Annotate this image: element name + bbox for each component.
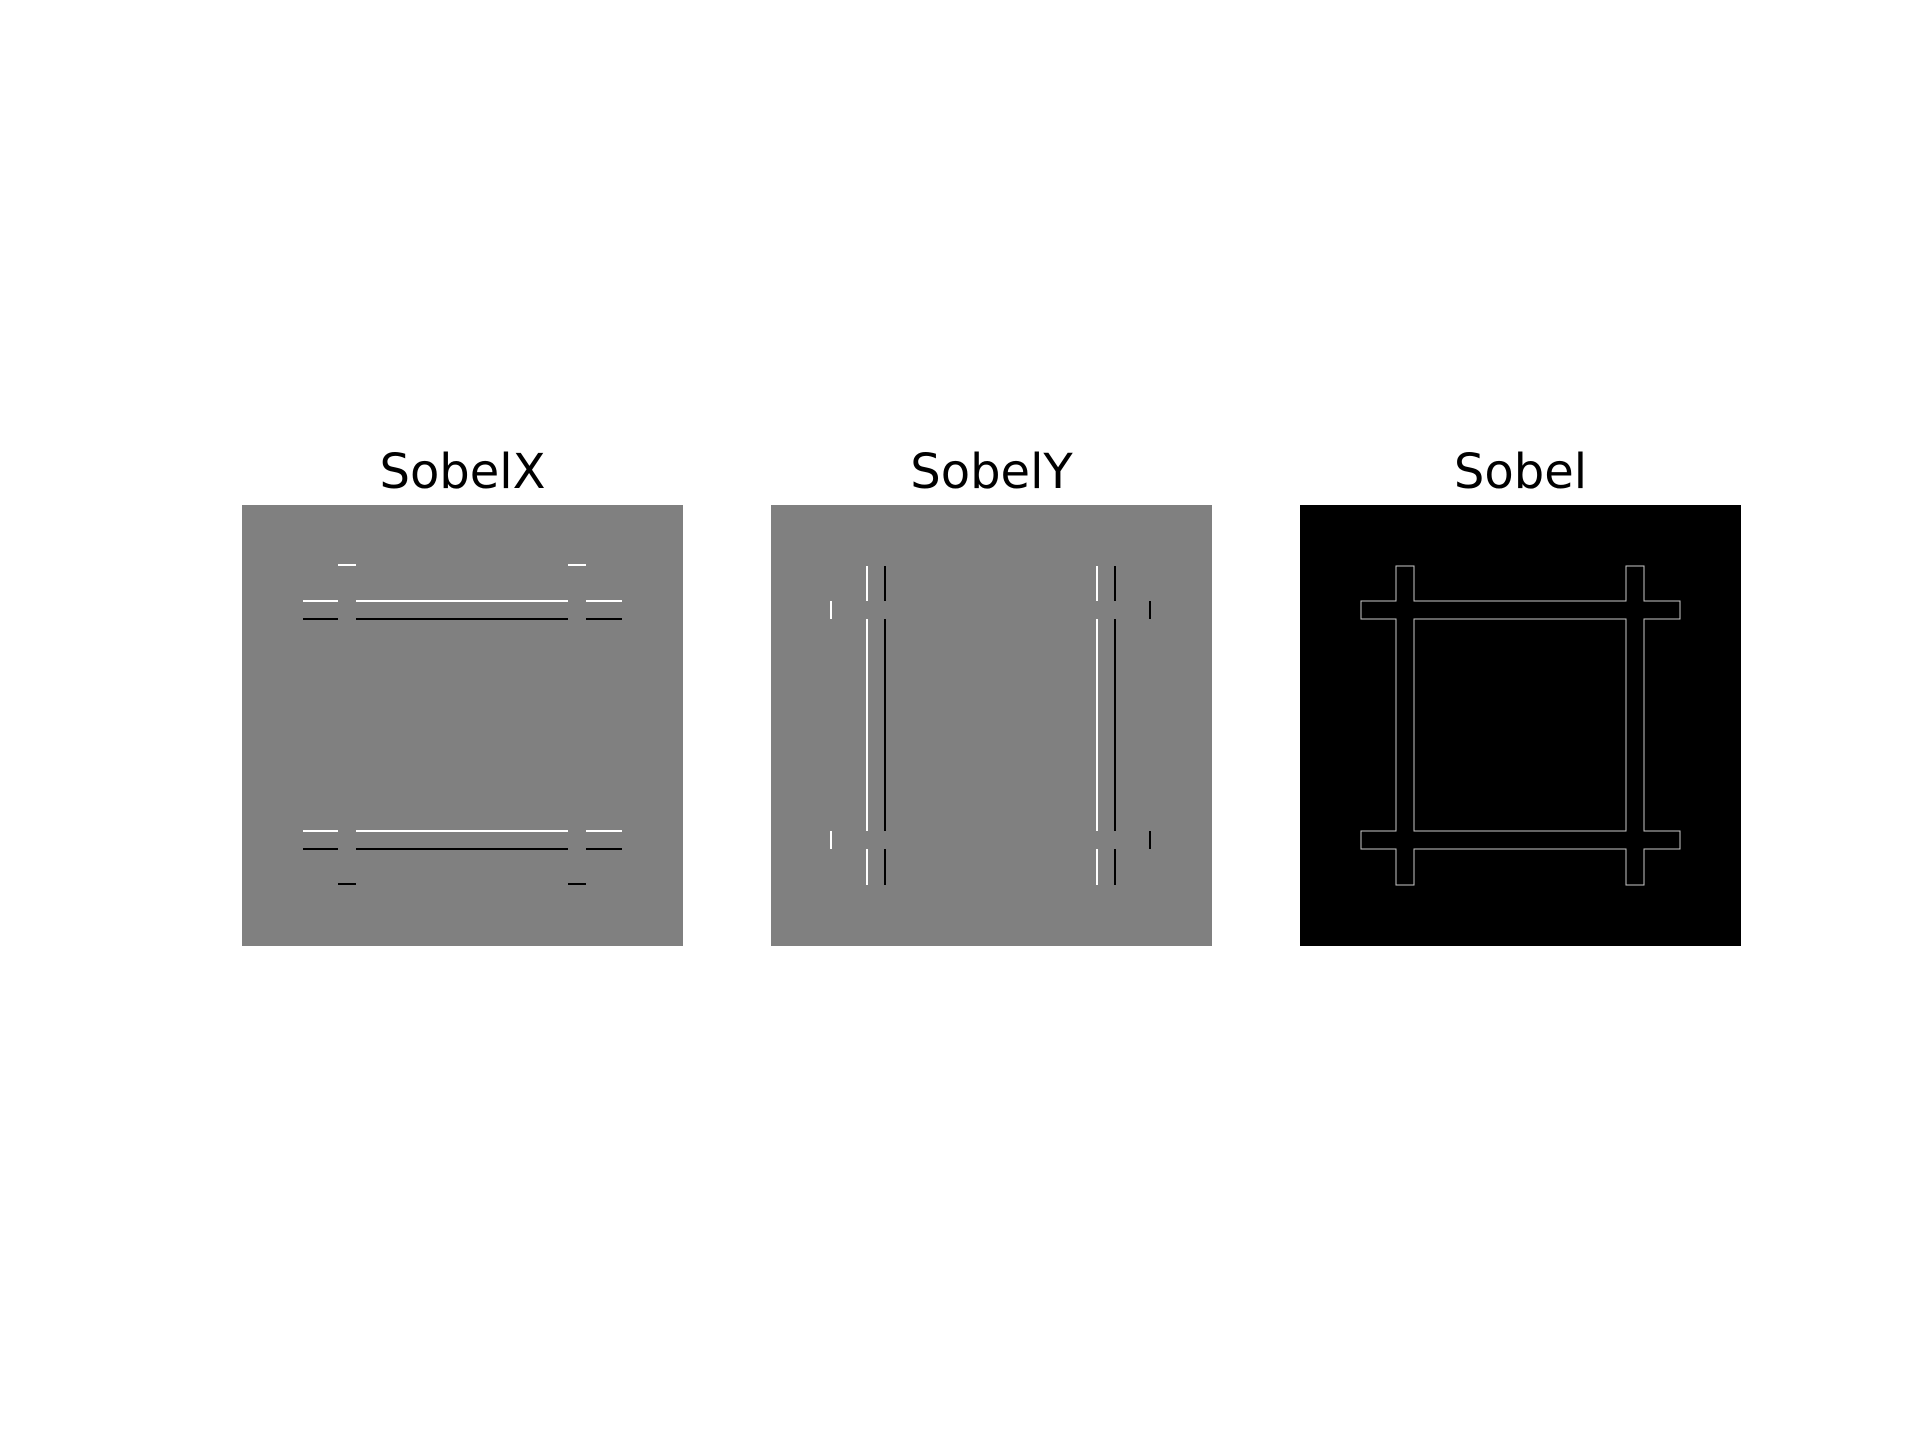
image-background <box>1300 505 1741 946</box>
image-background <box>771 505 1212 946</box>
sobel-image <box>1300 505 1741 946</box>
panel-title: SobelX <box>379 444 546 500</box>
panel-title: Sobel <box>1453 444 1588 500</box>
inner-outline <box>1413 618 1627 832</box>
panel-title: SobelY <box>910 444 1073 500</box>
outer-outline <box>1360 565 1681 886</box>
panel-sobelx: SobelX <box>242 440 683 946</box>
panel-sobely: SobelY <box>771 440 1212 946</box>
sobelx-image <box>242 505 683 946</box>
panel-sobel: Sobel <box>1300 440 1741 946</box>
sobely-image <box>771 505 1212 946</box>
image-background <box>242 505 683 946</box>
